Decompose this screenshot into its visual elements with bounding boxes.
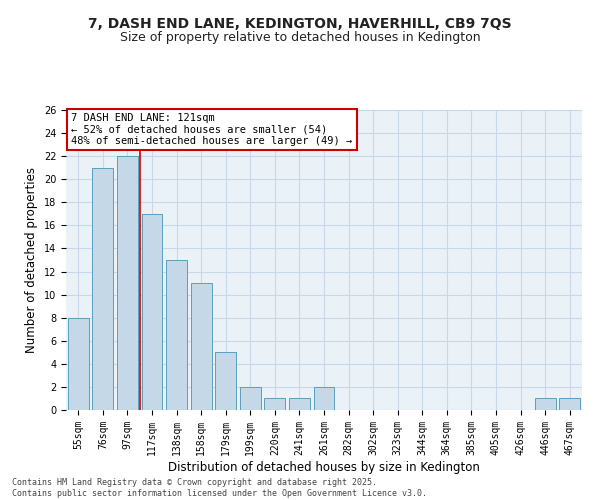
Bar (117, 156, 138, 410)
Bar (265, 398, 286, 410)
Bar (240, 387, 261, 410)
Bar (92, 168, 113, 410)
Bar (314, 387, 334, 410)
Text: Contains HM Land Registry data © Crown copyright and database right 2025.
Contai: Contains HM Land Registry data © Crown c… (12, 478, 427, 498)
Bar (289, 398, 310, 410)
Bar (535, 398, 556, 410)
Bar (215, 352, 236, 410)
Bar (191, 283, 212, 410)
Text: 7, DASH END LANE, KEDINGTON, HAVERHILL, CB9 7QS: 7, DASH END LANE, KEDINGTON, HAVERHILL, … (88, 18, 512, 32)
X-axis label: Distribution of detached houses by size in Kedington: Distribution of detached houses by size … (168, 460, 480, 473)
Text: 7 DASH END LANE: 121sqm
← 52% of detached houses are smaller (54)
48% of semi-de: 7 DASH END LANE: 121sqm ← 52% of detache… (71, 113, 352, 146)
Bar (166, 260, 187, 410)
Bar (142, 214, 163, 410)
Bar (68, 318, 89, 410)
Text: Size of property relative to detached houses in Kedington: Size of property relative to detached ho… (119, 31, 481, 44)
Y-axis label: Number of detached properties: Number of detached properties (25, 167, 38, 353)
Bar (559, 398, 580, 410)
